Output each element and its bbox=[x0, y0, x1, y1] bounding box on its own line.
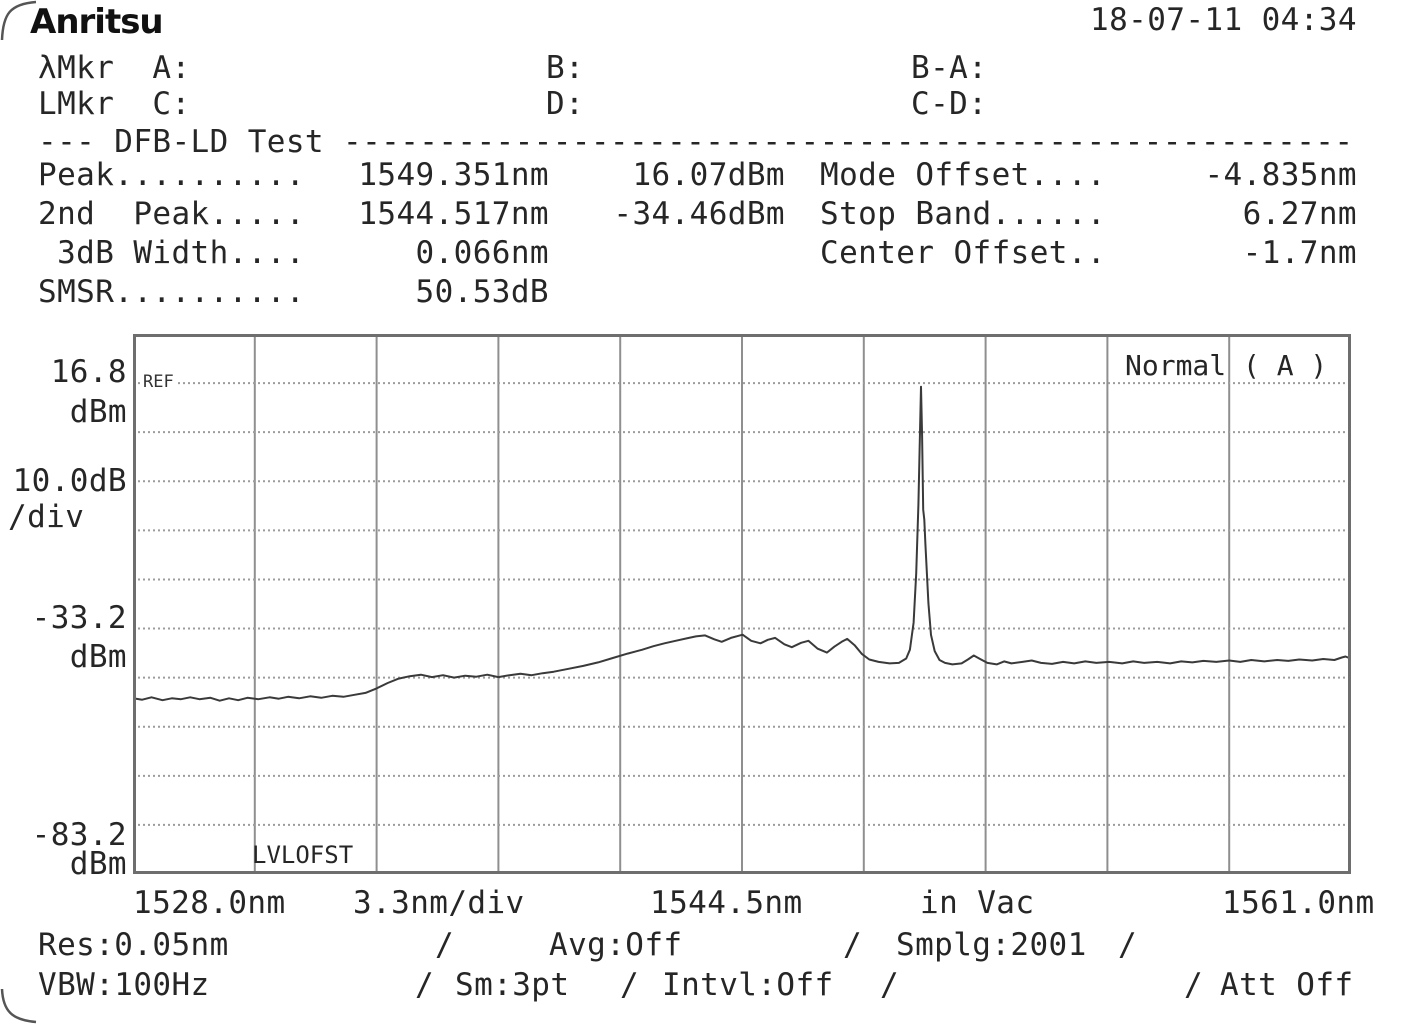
separator-slash: / bbox=[620, 967, 640, 1003]
stop-band-value: 6.27nm bbox=[1242, 196, 1357, 232]
separator-slash: / bbox=[1118, 927, 1138, 963]
mode-offset-value: -4.835nm bbox=[1204, 157, 1357, 193]
ref-line-label: REF bbox=[141, 372, 176, 392]
smsr-label: SMSR.......... bbox=[38, 274, 305, 310]
marker-b-minus-a-label: B-A: bbox=[911, 50, 988, 86]
sampling-status: Smplg:2001 bbox=[896, 927, 1087, 963]
anritsu-logo: Anritsu bbox=[30, 2, 164, 42]
vbw-status: VBW:100Hz bbox=[38, 967, 210, 1003]
peak-level-value: 16.07dBm bbox=[632, 157, 785, 193]
scale-per-div-unit: /div bbox=[8, 499, 85, 535]
marker-d-label: D: bbox=[546, 86, 585, 122]
datetime: 18-07-11 04:34 bbox=[1090, 2, 1357, 38]
peak-label: Peak.......... bbox=[38, 157, 305, 193]
attenuator-status: Att Off bbox=[1220, 967, 1354, 1003]
width-3db-value: 0.066nm bbox=[415, 235, 549, 271]
x-axis-center-label: 1544.5nm bbox=[650, 885, 803, 921]
wavelength-marker-label: λMkr A: bbox=[38, 50, 191, 86]
second-peak-level-value: -34.46dBm bbox=[613, 196, 785, 232]
bezel-corner-mark-top bbox=[0, 0, 37, 41]
separator-slash: / bbox=[843, 927, 863, 963]
x-axis-end-label: 1561.0nm bbox=[1222, 885, 1375, 921]
ref-level-unit: dBm bbox=[69, 394, 127, 430]
mid-level-label: -33.2 bbox=[31, 600, 127, 636]
ref-level-label: 16.8 bbox=[50, 354, 127, 390]
width-3db-label: 3dB Width.... bbox=[38, 235, 305, 271]
peak-wavelength-value: 1549.351nm bbox=[358, 157, 549, 193]
averaging-status: Avg:Off bbox=[549, 927, 683, 963]
level-offset-label: LVLOFST bbox=[252, 841, 354, 869]
spectrum-plot-area bbox=[133, 334, 1351, 874]
scale-per-div-label: 10.0dB bbox=[12, 463, 127, 499]
mode-offset-label: Mode Offset.... bbox=[820, 157, 1106, 193]
spectrum-trace bbox=[133, 385, 1351, 702]
center-offset-value: -1.7nm bbox=[1242, 235, 1357, 271]
dfb-ld-test-header: --- DFB-LD Test ------------------------… bbox=[38, 124, 1354, 160]
marker-b-label: B: bbox=[546, 50, 585, 86]
x-axis-start-label: 1528.0nm bbox=[133, 885, 286, 921]
spectrum-plot bbox=[133, 334, 1351, 874]
level-marker-label: LMkr C: bbox=[38, 86, 191, 122]
smsr-value: 50.53dB bbox=[415, 274, 549, 310]
trace-mode-label: Normal ( A ) bbox=[1125, 349, 1328, 382]
mid-level-unit: dBm bbox=[69, 639, 127, 675]
separator-slash: / bbox=[435, 927, 455, 963]
bottom-level-unit: dBm bbox=[69, 846, 127, 882]
separator-slash: / bbox=[415, 967, 435, 1003]
smoothing-status: Sm:3pt bbox=[455, 967, 570, 1003]
bezel-corner-mark-bottom bbox=[0, 988, 37, 1024]
separator-slash: / bbox=[880, 967, 900, 1003]
interval-status: Intvl:Off bbox=[662, 967, 834, 1003]
bottom-level-label: -83.2 bbox=[31, 817, 127, 853]
x-axis-medium-label: in Vac bbox=[920, 885, 1035, 921]
marker-c-minus-d-label: C-D: bbox=[911, 86, 988, 122]
x-axis-span-per-div-label: 3.3nm/div bbox=[353, 885, 525, 921]
second-peak-wavelength-value: 1544.517nm bbox=[358, 196, 549, 232]
center-offset-label: Center Offset.. bbox=[820, 235, 1106, 271]
resolution-status: Res:0.05nm bbox=[38, 927, 229, 963]
separator-slash: / bbox=[1184, 967, 1204, 1003]
stop-band-label: Stop Band...... bbox=[820, 196, 1106, 232]
second-peak-label: 2nd Peak..... bbox=[38, 196, 305, 232]
